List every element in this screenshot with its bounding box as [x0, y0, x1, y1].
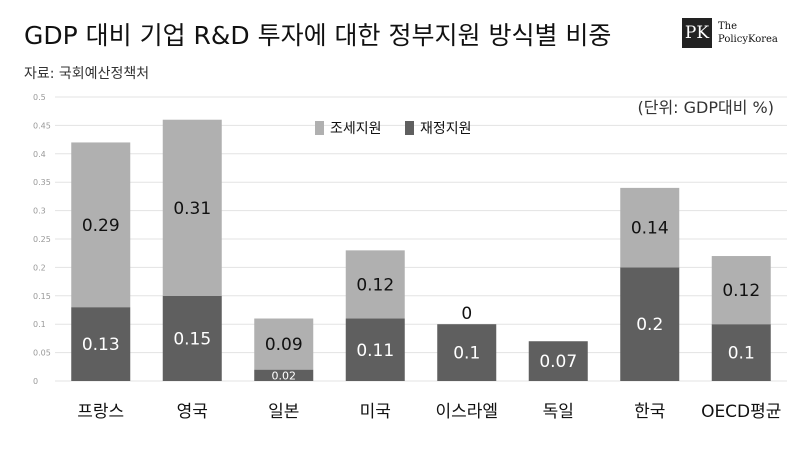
y-tick-label: 0	[33, 377, 38, 386]
bar-segment-tax	[254, 318, 314, 370]
bar-segment-financial	[162, 295, 222, 381]
bar-segment-financial	[71, 307, 131, 381]
chart-title: GDP 대비 기업 R&D 투자에 대한 정부지원 방식별 비중	[24, 21, 612, 50]
data-label-financial: 0.15	[173, 329, 211, 349]
bar-segment-financial	[528, 341, 588, 381]
bar-segment-tax	[162, 119, 222, 296]
logo-mark-icon: PK	[682, 18, 712, 48]
data-label-tax: 0.14	[631, 219, 669, 239]
data-label-financial: 0.1	[453, 344, 480, 364]
data-label-financial: 0.1	[728, 344, 755, 364]
data-label-tax: 0.09	[265, 335, 303, 355]
logo-text: The PolicyKorea	[718, 20, 778, 46]
bar-segment-tax	[620, 187, 680, 268]
bar-segment-financial	[711, 324, 771, 381]
x-category-label: 영국	[177, 402, 208, 422]
source-note: 자료: 국회예산정책처	[24, 66, 150, 82]
data-label-financial: 0.02	[272, 370, 297, 383]
y-tick-label: 0.25	[33, 235, 51, 244]
y-tick-label: 0.5	[33, 93, 46, 102]
data-label-financial: 0.07	[539, 352, 577, 372]
y-tick-label: 0.1	[33, 320, 46, 329]
unit-label: (단위: GDP대비 %)	[637, 98, 775, 117]
x-category-label: 이스라엘	[435, 402, 498, 422]
data-label-tax: 0.12	[356, 275, 394, 295]
y-tick-label: 0.2	[33, 263, 46, 272]
bar-segment-tax	[345, 250, 405, 319]
data-label-financial: 0.11	[356, 341, 394, 361]
logo-line-2: PolicyKorea	[718, 34, 778, 45]
y-tick-label: 0.4	[33, 150, 46, 159]
legend-swatch	[405, 121, 414, 135]
bar-segment-financial	[345, 318, 405, 381]
bar-segment-tax	[711, 256, 771, 325]
x-category-label: 일본	[268, 402, 299, 422]
data-label-tax: 0.31	[173, 199, 211, 219]
bar-segment-financial	[620, 267, 680, 381]
bar-segment-financial	[437, 324, 497, 381]
legend-label: 조세지원	[330, 121, 382, 137]
data-label-tax: 0.12	[722, 281, 760, 301]
data-label-financial: 0.2	[636, 315, 663, 335]
x-category-label: 한국	[634, 402, 665, 422]
legend-swatch	[315, 121, 324, 135]
x-category-label: 독일	[543, 402, 574, 422]
data-label-tax: 0.29	[82, 216, 120, 236]
x-category-label: 미국	[360, 402, 391, 422]
legend-label: 재정지원	[420, 121, 472, 137]
data-label-tax: 0	[461, 304, 472, 324]
y-tick-label: 0.05	[33, 349, 51, 358]
bar-segment-tax	[71, 142, 131, 308]
bar-segment-financial	[254, 369, 314, 381]
y-tick-label: 0.45	[33, 121, 51, 130]
x-category-label: OECD평균	[701, 402, 781, 422]
y-tick-label: 0.15	[33, 292, 51, 301]
logo-line-1: The	[718, 21, 738, 32]
y-tick-label: 0.35	[33, 178, 51, 187]
data-label-financial: 0.13	[82, 335, 120, 355]
x-category-label: 프랑스	[77, 402, 124, 422]
y-tick-label: 0.3	[33, 207, 46, 216]
brand-logo: PK The PolicyKorea	[682, 18, 782, 54]
